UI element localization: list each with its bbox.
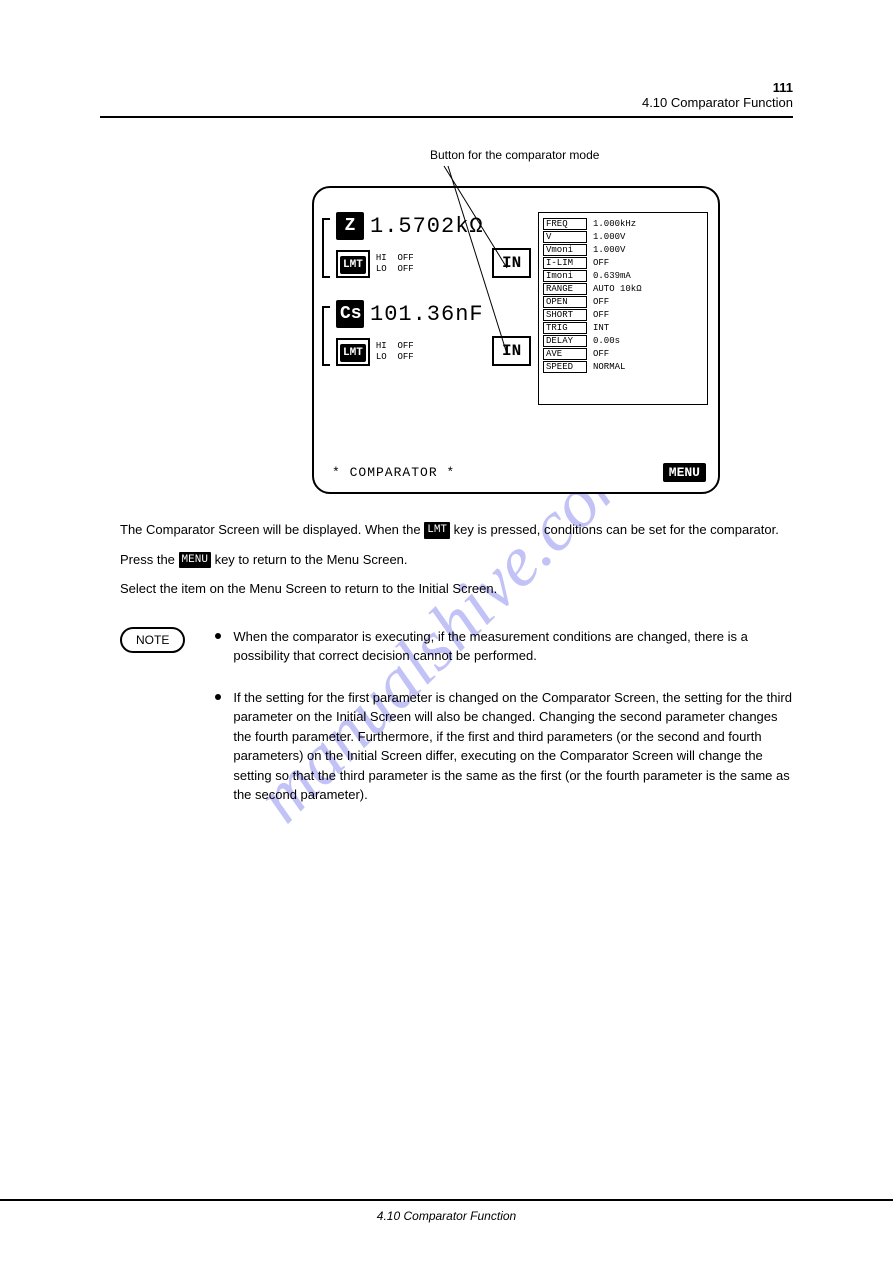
header-right: 111 4.10 Comparator Function: [642, 80, 793, 110]
note-item-1: When the comparator is executing, if the…: [215, 627, 793, 666]
page-footer: 4.10 Comparator Function: [0, 1199, 893, 1223]
pointer-arrow: [312, 160, 720, 410]
paragraph-3: Select the item on the Menu Screen to re…: [120, 579, 793, 599]
page-number: 111: [773, 80, 793, 95]
menu-inline-badge: MENU: [179, 552, 211, 569]
note-list: When the comparator is executing, if the…: [215, 627, 793, 827]
body-text: The Comparator Screen will be displayed.…: [120, 520, 793, 827]
menu-button[interactable]: MENU: [663, 463, 706, 482]
comparator-title: * COMPARATOR *: [332, 465, 455, 480]
paragraph-1: The Comparator Screen will be displayed.…: [120, 520, 793, 540]
header-section: 4.10 Comparator Function: [642, 95, 793, 110]
paragraph-2: Press the MENU key to return to the Menu…: [120, 550, 793, 570]
note-label: NOTE: [120, 627, 185, 653]
page-header: 111 4.10 Comparator Function: [100, 80, 793, 110]
note-block: NOTE When the comparator is executing, i…: [120, 627, 793, 827]
note-item-2: If the setting for the first parameter i…: [215, 688, 793, 805]
header-rule: [100, 116, 793, 118]
page: 111 4.10 Comparator Function Button for …: [0, 0, 893, 1263]
lmt-inline-badge: LMT: [424, 522, 450, 539]
